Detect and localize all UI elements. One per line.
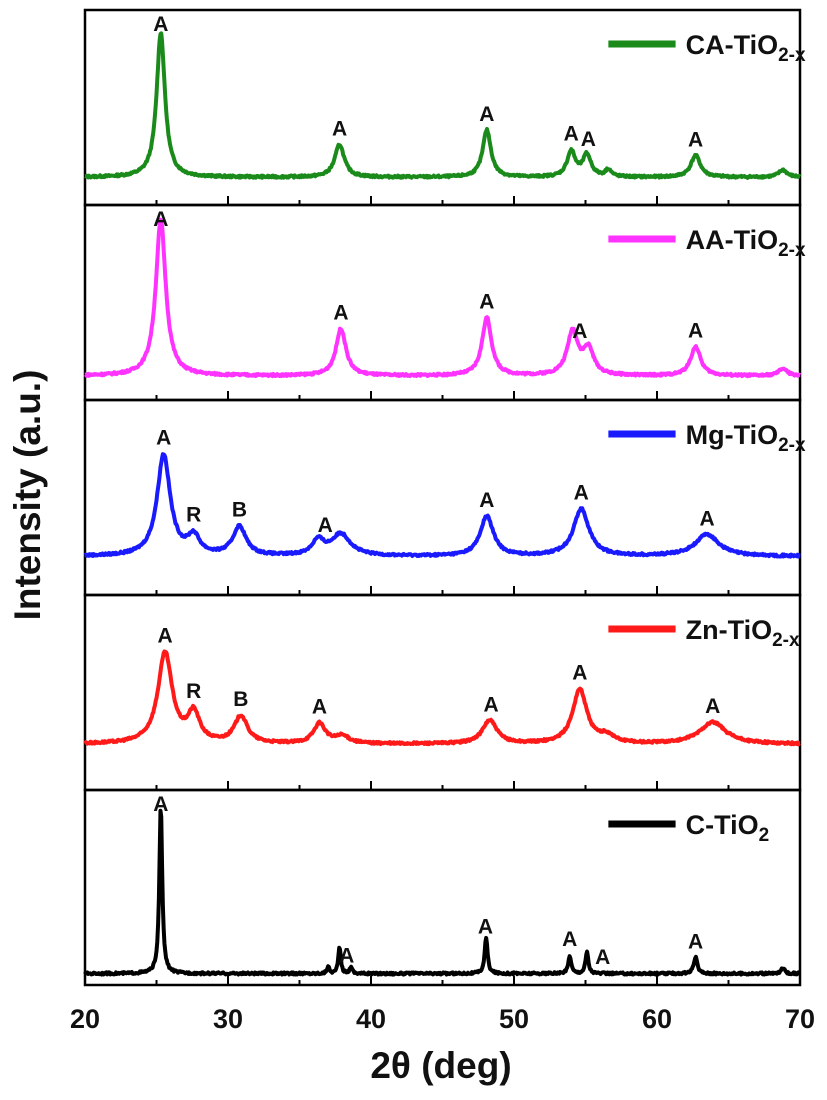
peak-label: A: [478, 916, 493, 939]
legend-label: Zn-TiO2-x: [686, 615, 800, 651]
x-axis-title: 2θ (deg): [370, 1045, 511, 1086]
peak-label: A: [688, 320, 703, 343]
x-tick-label: 70: [785, 1004, 815, 1034]
peak-label: A: [479, 290, 494, 313]
panel-1: A A A A A AA-TiO2-x: [83, 203, 806, 402]
peak-label: A: [705, 695, 720, 718]
peak-label: A: [572, 662, 587, 685]
x-tick-label: 40: [356, 1004, 386, 1034]
peak-label: R: [186, 680, 201, 703]
x-tick-label: 50: [499, 1004, 529, 1034]
peak-label: A: [312, 696, 327, 719]
legend-label: AA-TiO2-x: [686, 225, 806, 261]
peak-label: A: [688, 930, 703, 953]
peak-label: A: [699, 507, 714, 530]
peak-label: A: [332, 118, 347, 141]
peak-label: A: [562, 928, 577, 951]
peak-label: A: [339, 945, 354, 968]
peak-label: A: [574, 482, 589, 505]
peak-label: R: [186, 504, 201, 527]
peak-label: A: [484, 693, 499, 716]
peak-label: A: [479, 489, 494, 512]
series-line: [83, 31, 802, 180]
x-axis: 20 30 40 50 60 70: [70, 1004, 815, 1034]
legend-label: Mg-TiO2-x: [686, 420, 806, 456]
series-line: [83, 808, 802, 977]
panel-3: A R B A A A A Zn-TiO2-x: [83, 593, 802, 792]
peak-label: B: [233, 688, 248, 711]
peak-label: A: [333, 302, 348, 325]
peak-label: B: [232, 498, 247, 521]
panel-2: A R B A A A A Mg-TiO2-x: [83, 398, 806, 597]
peak-label: A: [564, 123, 579, 146]
series-line: [83, 217, 802, 379]
peak-label: A: [572, 320, 587, 343]
peak-label: A: [581, 128, 596, 151]
peak-label: A: [153, 793, 168, 816]
peak-label: A: [688, 128, 703, 151]
series-line: [83, 649, 802, 747]
x-tick-label: 20: [70, 1004, 100, 1034]
legend-label: C-TiO2: [686, 810, 770, 846]
peak-label: A: [157, 625, 172, 648]
series-line: [83, 452, 802, 559]
peak-label: A: [595, 946, 610, 969]
peak-label: A: [153, 208, 168, 231]
x-tick-label: 30: [213, 1004, 243, 1034]
y-axis-title: Intensity (a.u.): [7, 370, 48, 621]
peak-label: A: [318, 514, 333, 537]
x-tick-label: 60: [642, 1004, 672, 1034]
peak-label: A: [479, 103, 494, 126]
legend-label: CA-TiO2-x: [686, 30, 806, 66]
peak-label: A: [153, 13, 168, 36]
peak-label: A: [156, 427, 171, 450]
